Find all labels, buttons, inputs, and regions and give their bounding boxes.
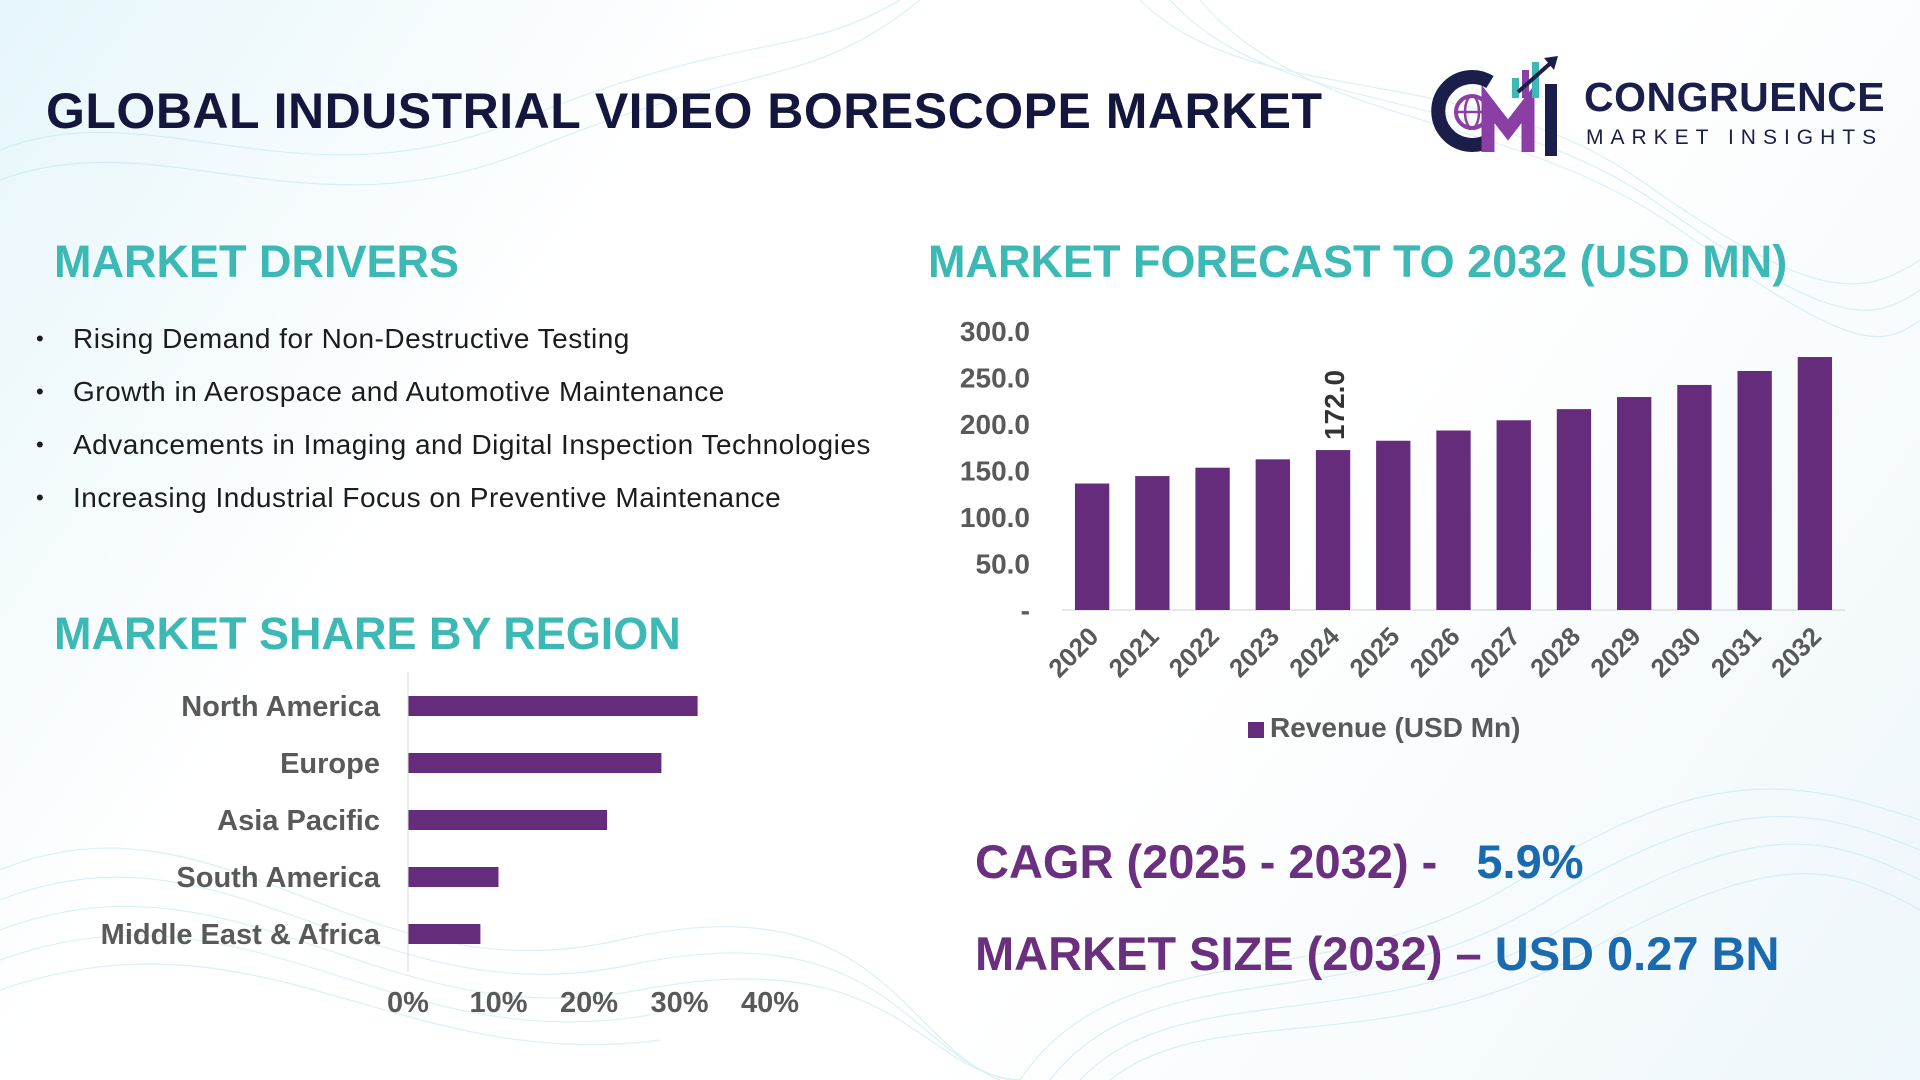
y-tick-label: 150.0 xyxy=(960,456,1030,487)
y-tick-label: 200.0 xyxy=(960,409,1030,440)
x-tick-label: 2022 xyxy=(1163,621,1225,683)
region-bar xyxy=(408,924,481,944)
bar-2027 xyxy=(1496,420,1531,610)
forecast-title: MARKET FORECAST TO 2032 (USD MN) xyxy=(928,236,1788,287)
legend-label: Revenue (USD Mn) xyxy=(1270,712,1520,743)
region-bar-chart: North America Europe Asia Pacific South Ame… xyxy=(101,672,799,1019)
bar-2030 xyxy=(1677,384,1712,610)
y-tick-label: 250.0 xyxy=(960,363,1030,394)
region-label: South America xyxy=(176,862,380,894)
market-size-value: USD 0.27 BN xyxy=(1494,927,1780,980)
logo-name: CONGRUENCE xyxy=(1584,74,1886,120)
region-bar xyxy=(408,696,698,716)
y-tick-label: 50.0 xyxy=(976,549,1031,580)
x-tick-label: 2030 xyxy=(1645,621,1707,683)
y-tick-label: 300.0 xyxy=(960,316,1030,347)
bar-2032 xyxy=(1797,357,1833,610)
x-tick-label: 2027 xyxy=(1464,621,1526,683)
region-label: Middle East & Africa xyxy=(101,919,381,951)
bar-2031 xyxy=(1737,370,1772,610)
driver-item: Increasing Industrial Focus on Preventiv… xyxy=(36,471,872,524)
region-label: North America xyxy=(181,691,381,723)
x-tick-label: 2025 xyxy=(1343,621,1405,683)
cagr-row: CAGR (2025 - 2032) - 5.9% xyxy=(975,834,1584,889)
bar-2028 xyxy=(1556,409,1592,610)
page-title: GLOBAL INDUSTRIAL VIDEO BORESCOPE MARKET xyxy=(46,83,1323,139)
drivers-title: MARKET DRIVERS xyxy=(54,236,460,287)
x-tick-label: 0% xyxy=(387,987,429,1019)
y-tick-label: 100.0 xyxy=(960,502,1030,533)
x-tick-label: 2031 xyxy=(1705,621,1767,683)
x-tick-label: 2021 xyxy=(1102,621,1164,683)
x-tick-label: 2029 xyxy=(1584,621,1646,683)
data-label-2024: 172.0 xyxy=(1319,370,1350,440)
x-tick-label: 20% xyxy=(560,987,618,1019)
bar-2025 xyxy=(1376,440,1411,610)
x-tick-label: 2024 xyxy=(1283,621,1345,683)
x-tick-label: 2023 xyxy=(1223,621,1285,683)
bar-2022 xyxy=(1195,467,1230,610)
bar-2020 xyxy=(1074,483,1110,610)
legend-swatch xyxy=(1248,722,1264,738)
y-tick-label: - xyxy=(1021,595,1030,626)
forecast-bar-chart: -50.0100.0150.0200.0250.0300.02020202120… xyxy=(960,316,1845,743)
bar-2021 xyxy=(1135,476,1170,610)
drivers-list: Rising Demand for Non-Destructive Testin… xyxy=(36,312,872,524)
driver-item: Advancements in Imaging and Digital Insp… xyxy=(36,418,872,471)
x-tick-label: 10% xyxy=(469,987,527,1019)
cagr-value: 5.9% xyxy=(1476,835,1584,888)
x-tick-label: 30% xyxy=(650,987,708,1019)
region-bar xyxy=(408,753,662,773)
region-label: Asia Pacific xyxy=(217,805,380,837)
x-tick-label: 2026 xyxy=(1404,621,1466,683)
x-tick-label: 40% xyxy=(741,987,799,1019)
region-bar xyxy=(408,867,499,887)
cmi-logo-icon xyxy=(1431,56,1558,156)
bar-2029 xyxy=(1617,397,1652,610)
bar-2024 xyxy=(1315,450,1351,610)
cagr-label: CAGR (2025 - 2032) - xyxy=(975,835,1438,888)
logo-tagline: MARKET INSIGHTS xyxy=(1586,126,1884,149)
company-logo: CONGRUENCE MARKET INSIGHTS xyxy=(1428,54,1898,164)
market-size-label: MARKET SIZE (2032) – xyxy=(975,927,1482,980)
region-label: Europe xyxy=(280,748,380,780)
x-tick-label: 2032 xyxy=(1765,621,1827,683)
share-title: MARKET SHARE BY REGION xyxy=(54,608,681,659)
driver-item: Growth in Aerospace and Automotive Maint… xyxy=(36,365,872,418)
bar-2023 xyxy=(1255,459,1290,610)
region-bar xyxy=(408,810,608,830)
market-size-row: MARKET SIZE (2032) – USD 0.27 BN xyxy=(975,926,1779,981)
x-tick-label: 2020 xyxy=(1042,621,1104,683)
driver-item: Rising Demand for Non-Destructive Testin… xyxy=(36,312,872,365)
x-tick-label: 2028 xyxy=(1524,621,1586,683)
bar-2026 xyxy=(1436,430,1471,610)
